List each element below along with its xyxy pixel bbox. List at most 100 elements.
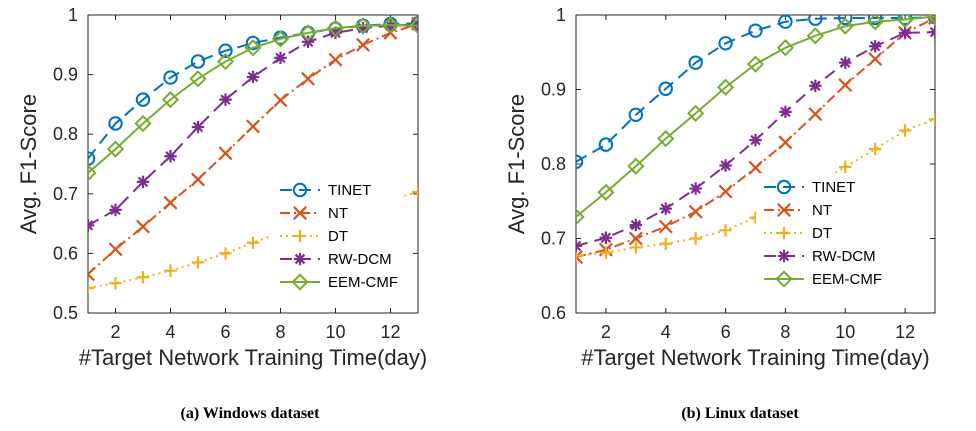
legend-label: EEM-CMF bbox=[328, 274, 398, 291]
x-tick-label: 6 bbox=[721, 322, 731, 342]
data-point bbox=[627, 157, 645, 175]
series-group bbox=[88, 16, 418, 295]
data-point bbox=[576, 239, 583, 253]
data-point bbox=[163, 70, 178, 85]
diamond-marker bbox=[161, 91, 180, 109]
y-tick-label: 0.6 bbox=[53, 243, 78, 263]
x-marker bbox=[88, 267, 95, 282]
circle-marker bbox=[245, 35, 261, 51]
plus-marker bbox=[928, 113, 935, 126]
data-point bbox=[299, 24, 317, 42]
x-marker bbox=[868, 51, 883, 66]
circle-marker bbox=[778, 15, 793, 29]
panel-caption: (a) Windows dataset bbox=[181, 405, 321, 422]
diamond-marker bbox=[409, 17, 418, 35]
x-marker bbox=[108, 242, 123, 257]
data-point bbox=[356, 37, 370, 52]
data-point bbox=[190, 54, 206, 69]
x-marker bbox=[218, 146, 233, 161]
circle-marker bbox=[218, 43, 233, 58]
data-point bbox=[597, 183, 615, 201]
legend-label: NT bbox=[328, 205, 348, 222]
y-tick-label: 0.9 bbox=[53, 65, 78, 85]
circle-marker bbox=[190, 54, 206, 69]
data-point bbox=[779, 105, 792, 119]
data-point bbox=[928, 15, 935, 25]
circle-marker bbox=[292, 182, 308, 198]
data-point bbox=[778, 135, 793, 150]
legend-entry: EEM-CMF bbox=[764, 270, 882, 288]
star-marker bbox=[689, 182, 702, 195]
data-point bbox=[598, 137, 614, 152]
x-marker bbox=[356, 37, 370, 52]
data-point bbox=[628, 231, 643, 246]
plus-marker bbox=[164, 264, 177, 277]
data-point bbox=[108, 116, 123, 131]
plus-marker bbox=[246, 236, 260, 249]
data-point bbox=[189, 70, 207, 88]
data-point bbox=[898, 124, 912, 137]
data-point bbox=[719, 224, 732, 237]
circle-marker bbox=[135, 92, 151, 107]
plus-marker bbox=[411, 185, 418, 199]
series-group bbox=[576, 15, 935, 265]
x-marker bbox=[838, 78, 853, 93]
data-point bbox=[806, 27, 824, 45]
star-marker bbox=[293, 252, 307, 266]
data-point bbox=[718, 184, 733, 199]
chart-panel: 0.50.60.70.80.912 4 6 8 10 12#Target Network … bbox=[16, 5, 427, 422]
panel-caption: (b) Linux dataset bbox=[681, 405, 799, 422]
data-point bbox=[749, 133, 762, 147]
star-marker bbox=[301, 35, 315, 49]
circle-marker bbox=[576, 154, 584, 169]
data-point bbox=[748, 23, 763, 38]
diamond-marker bbox=[354, 17, 372, 35]
star-marker bbox=[809, 79, 822, 92]
star-marker bbox=[898, 26, 912, 40]
diamond-marker bbox=[716, 78, 735, 96]
star-marker bbox=[219, 93, 232, 106]
plus-marker bbox=[777, 226, 791, 240]
data-point bbox=[245, 35, 261, 51]
plus-marker bbox=[839, 160, 852, 174]
data-point bbox=[274, 51, 287, 65]
circle-marker bbox=[688, 55, 703, 70]
data-point bbox=[629, 218, 643, 232]
data-point bbox=[688, 204, 703, 219]
circle-marker bbox=[808, 15, 823, 26]
data-point bbox=[688, 55, 703, 70]
x-marker bbox=[163, 195, 178, 210]
x-marker bbox=[293, 206, 307, 220]
data-point bbox=[689, 232, 702, 245]
legend-label: EEM-CMF bbox=[812, 271, 882, 288]
y-axis-label: Avg. F1-Score bbox=[16, 94, 41, 234]
data-point bbox=[244, 39, 262, 57]
x-tick-label: 4 bbox=[165, 322, 175, 342]
data-point bbox=[136, 219, 150, 234]
data-point bbox=[273, 93, 288, 108]
data-point bbox=[301, 35, 315, 49]
data-point bbox=[657, 130, 675, 148]
legend-entry: RW-DCM bbox=[764, 248, 876, 265]
data-point bbox=[839, 160, 852, 174]
data-point bbox=[576, 154, 584, 169]
plus-marker bbox=[219, 247, 232, 260]
data-point bbox=[576, 208, 585, 226]
data-point bbox=[164, 264, 177, 277]
diamond-marker bbox=[134, 114, 152, 133]
diamond-marker bbox=[776, 39, 795, 57]
star-marker bbox=[659, 202, 672, 215]
x-tick-label: 12 bbox=[895, 322, 915, 342]
x-tick-label: 10 bbox=[325, 322, 345, 342]
star-marker bbox=[719, 159, 732, 172]
x-tick-label: 2 bbox=[110, 322, 120, 342]
star-marker bbox=[839, 56, 852, 69]
star-marker bbox=[136, 175, 150, 189]
data-point bbox=[838, 15, 853, 26]
data-point bbox=[808, 107, 823, 122]
x-tick-label: 8 bbox=[275, 322, 285, 342]
diamond-marker bbox=[896, 15, 914, 29]
diamond-marker bbox=[88, 164, 97, 182]
x-tick-label: 6 bbox=[220, 322, 230, 342]
